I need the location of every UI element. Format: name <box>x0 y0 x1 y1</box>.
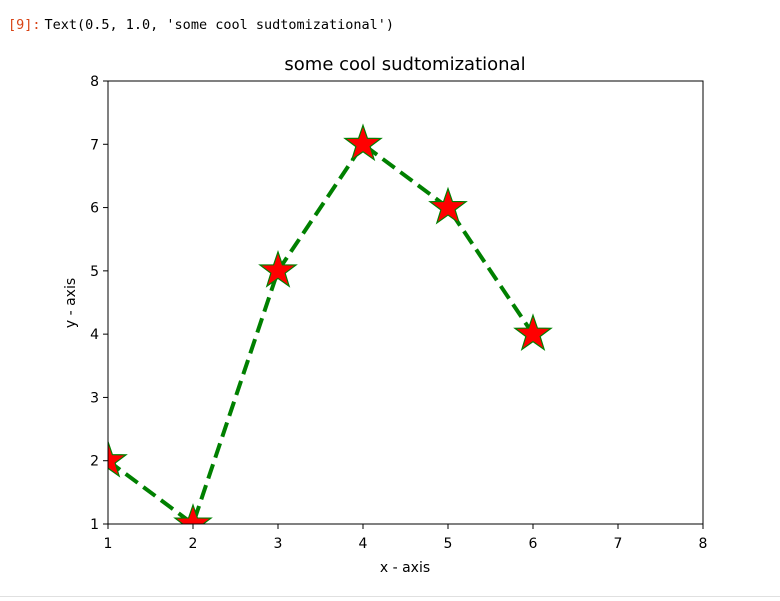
x-tick-label: 4 <box>359 536 368 552</box>
x-tick-label: 2 <box>189 536 198 552</box>
chart-title: some cool sudtomizational <box>284 54 525 75</box>
x-tick-label: 5 <box>444 536 453 552</box>
series-line <box>108 142 535 524</box>
data-point-star <box>258 250 298 288</box>
x-tick-label: 3 <box>274 536 283 552</box>
y-axis-label: y - axis <box>63 278 79 328</box>
cell-output-text: Text(0.5, 1.0, 'some cool sudtomizationa… <box>44 17 395 33</box>
cell-prompt: [9]: <box>8 17 41 33</box>
data-point-star <box>108 439 128 478</box>
data-point-star <box>428 186 468 225</box>
x-tick-label: 1 <box>104 536 113 552</box>
x-tick-label: 8 <box>699 536 708 552</box>
x-axis-label: x - axis <box>380 560 430 576</box>
data-point-star <box>173 503 213 524</box>
y-tick-label: 8 <box>90 74 99 90</box>
plot-area: 1 2 3 4 5 6 7 8 1 2 3 4 5 6 7 8 <box>90 74 708 552</box>
axes-frame <box>107 80 704 525</box>
cell-output-row: [9]: Text(0.5, 1.0, 'some cool sudtomiza… <box>8 14 394 36</box>
y-tick-label: 7 <box>90 137 99 153</box>
y-tick-label: 6 <box>90 201 99 217</box>
x-tick-label: 7 <box>614 536 623 552</box>
y-tick-label: 3 <box>90 390 99 406</box>
data-point-star <box>343 123 383 162</box>
x-tick-label: 6 <box>529 536 538 552</box>
cell-divider <box>0 596 780 597</box>
y-tick-label: 1 <box>90 517 99 533</box>
y-tick-label: 4 <box>90 327 99 343</box>
data-point-star <box>513 313 553 352</box>
y-tick-label: 5 <box>90 264 99 280</box>
y-tick-label: 2 <box>90 454 99 470</box>
